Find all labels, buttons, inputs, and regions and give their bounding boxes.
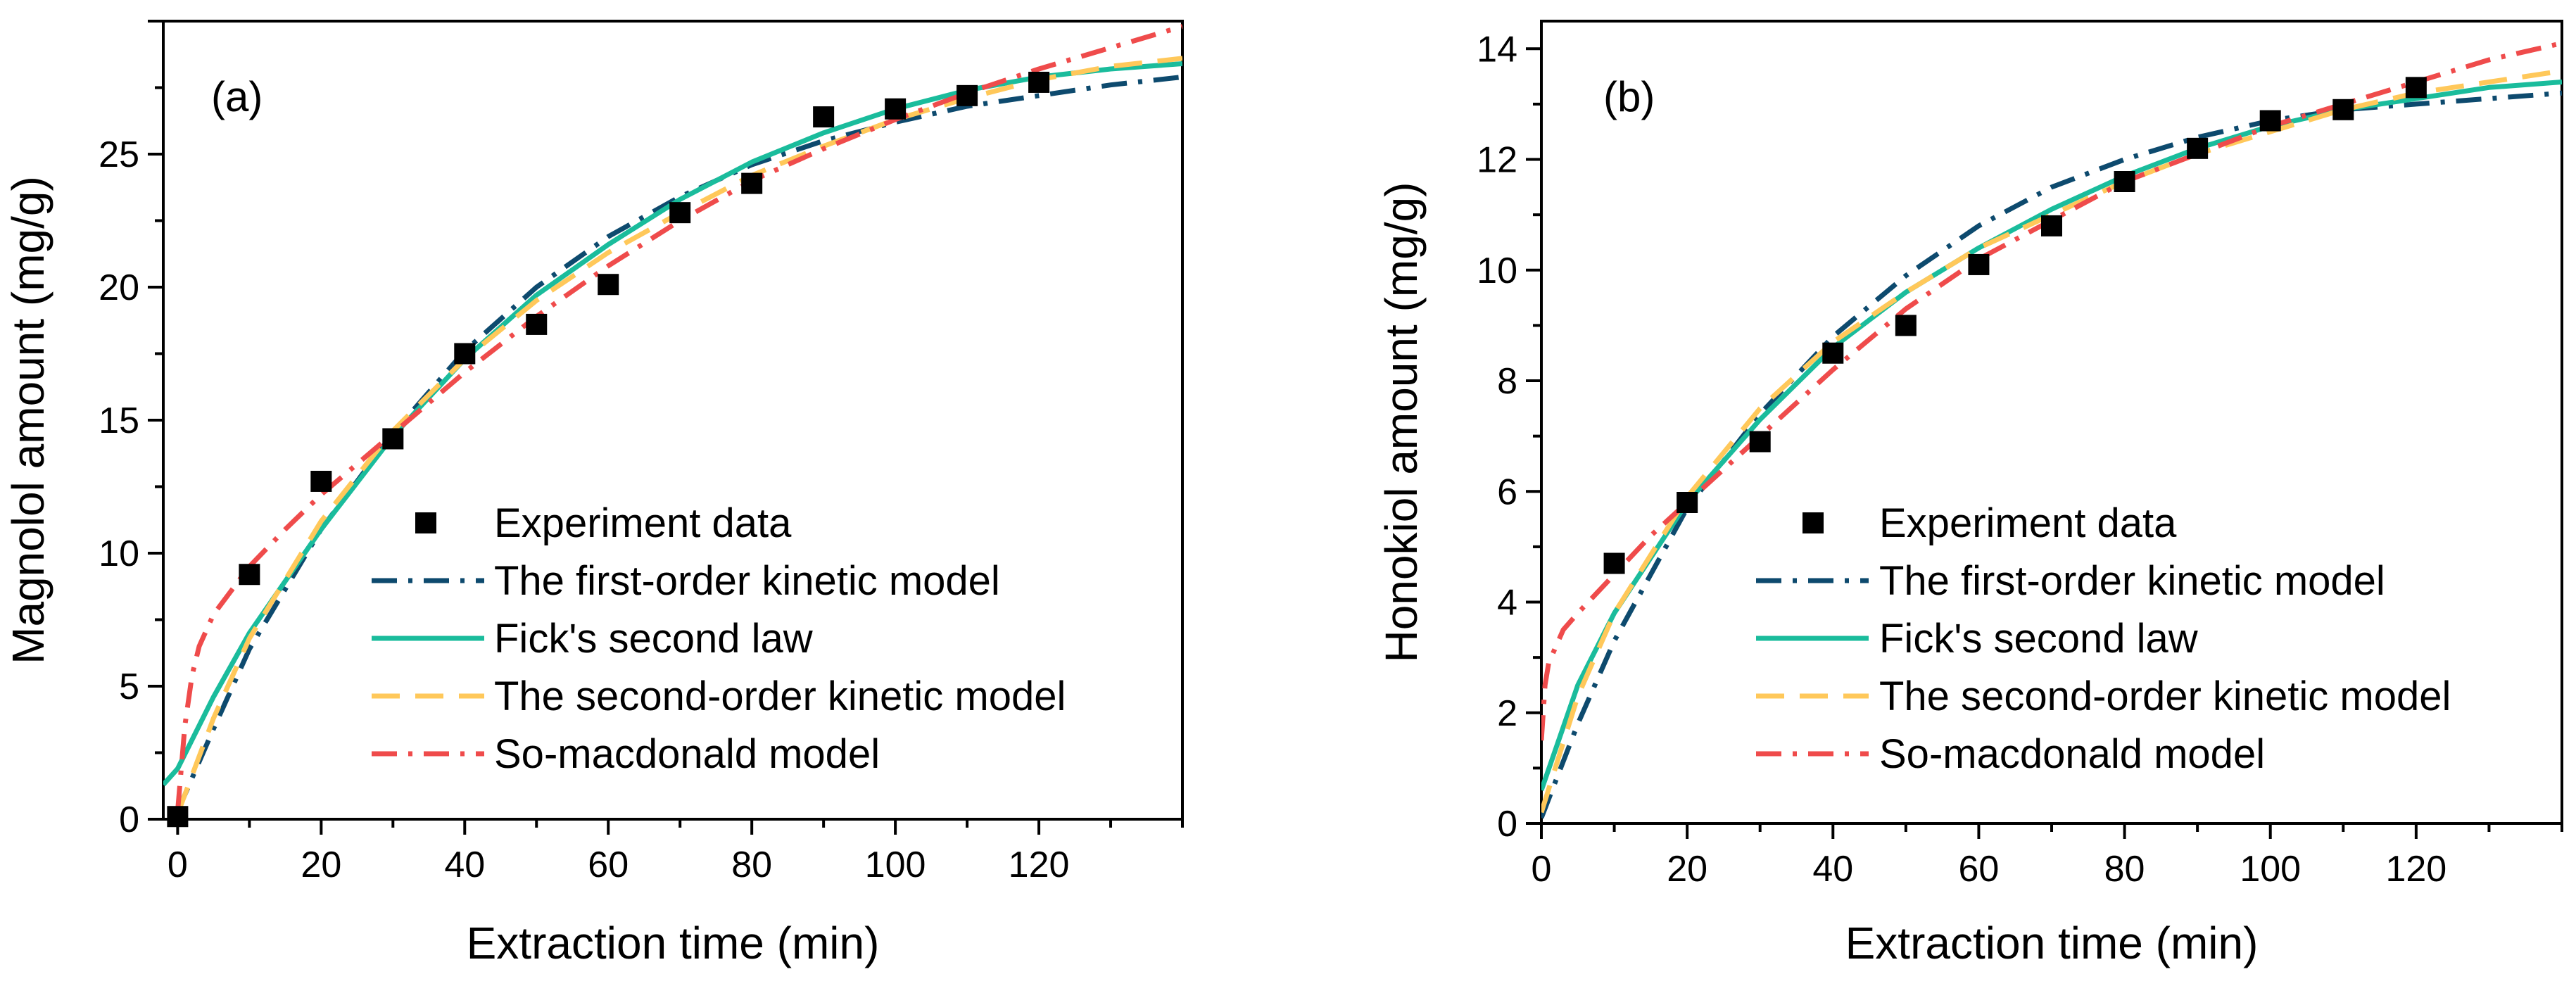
data-point bbox=[741, 172, 763, 194]
y-tick-label: 14 bbox=[1477, 29, 1517, 70]
y-tick-label: 12 bbox=[1477, 140, 1517, 181]
x-axis-title: Extraction time (min) bbox=[1845, 918, 2259, 968]
y-tick-label: 15 bbox=[99, 400, 139, 441]
data-point bbox=[2114, 171, 2135, 192]
data-point bbox=[167, 806, 189, 828]
data-point bbox=[310, 470, 332, 492]
legend-label: So-macdonald model bbox=[1879, 731, 2265, 777]
x-tick-label: 100 bbox=[865, 845, 926, 885]
legend-marker bbox=[1802, 512, 1824, 533]
series-line-1 bbox=[1541, 90, 2562, 819]
legend: Experiment data The first-order kinetic m… bbox=[1756, 500, 2451, 777]
data-point bbox=[885, 98, 907, 120]
x-tick-label: 100 bbox=[2240, 849, 2301, 890]
chart-panel-a: 0 20 40 60 80 100 120 0 5 10 15 20 25 Extraction time… bbox=[3, 20, 1184, 968]
y-tick-label: 10 bbox=[99, 533, 139, 574]
y-tick-label: 0 bbox=[1497, 804, 1517, 845]
data-point bbox=[2332, 99, 2354, 120]
legend-label: Experiment data bbox=[1879, 500, 2177, 546]
y-axis-title: Honokiol amount (mg/g) bbox=[1376, 182, 1427, 663]
y-tick-label: 4 bbox=[1497, 583, 1517, 624]
data-point bbox=[454, 343, 476, 365]
x-tick-label: 120 bbox=[1009, 845, 1070, 885]
data-point bbox=[2259, 110, 2281, 132]
y-tick-label: 8 bbox=[1497, 361, 1517, 402]
data-point bbox=[1968, 253, 1990, 275]
legend-label: The second-order kinetic model bbox=[494, 674, 1066, 719]
data-point bbox=[598, 274, 619, 296]
x-tick-label: 0 bbox=[1532, 849, 1552, 890]
x-tick-label: 80 bbox=[2104, 849, 2145, 890]
data-point bbox=[813, 106, 835, 128]
x-tick-label: 40 bbox=[444, 845, 485, 885]
legend-label: Fick's second law bbox=[1879, 616, 2199, 662]
data-point bbox=[2041, 215, 2062, 236]
series-line-3 bbox=[1541, 68, 2562, 814]
legend-label: The first-order kinetic model bbox=[1879, 558, 2385, 604]
y-axis-title: Magnolol amount (mg/g) bbox=[3, 176, 53, 664]
data-point bbox=[1603, 552, 1625, 574]
x-tick-label: 120 bbox=[2385, 849, 2446, 890]
series-line-1 bbox=[175, 74, 1182, 813]
x-tick-label: 40 bbox=[1812, 849, 1853, 890]
x-tick-label: 20 bbox=[301, 845, 341, 885]
x-tick-label: 60 bbox=[1959, 849, 2000, 890]
data-point bbox=[1028, 71, 1050, 93]
data-point bbox=[2187, 137, 2209, 159]
y-tick-label: 0 bbox=[119, 799, 139, 840]
y-tick-label: 25 bbox=[99, 134, 139, 175]
y-tick-label: 20 bbox=[99, 267, 139, 308]
legend-label: The first-order kinetic model bbox=[494, 558, 1000, 604]
x-tick-label: 20 bbox=[1667, 849, 1707, 890]
legend-marker bbox=[415, 512, 436, 533]
data-point bbox=[1749, 431, 1771, 453]
y-tick-label: 2 bbox=[1497, 693, 1517, 734]
panel-label: (a) bbox=[211, 73, 263, 120]
chart-panel-b: 0 20 40 60 80 100 120 0 2 4 6 8 10 12 14 Extraction tim… bbox=[1376, 20, 2563, 968]
x-tick-label: 60 bbox=[588, 845, 629, 885]
data-point bbox=[1822, 342, 1844, 364]
legend-label: Experiment data bbox=[494, 500, 792, 546]
data-point bbox=[669, 202, 691, 224]
legend-label: The second-order kinetic model bbox=[1879, 674, 2451, 719]
data-point bbox=[1677, 492, 1698, 513]
data-point bbox=[239, 564, 260, 586]
y-tick-label: 10 bbox=[1477, 251, 1517, 291]
panel-label: (b) bbox=[1603, 73, 1655, 120]
data-point bbox=[526, 313, 548, 335]
series-line-4 bbox=[1541, 40, 2562, 741]
legend: Experiment data The first-order kinetic m… bbox=[372, 500, 1066, 777]
x-tick-label: 80 bbox=[731, 845, 772, 885]
x-tick-label: 0 bbox=[168, 845, 188, 885]
data-point bbox=[956, 84, 978, 106]
data-point bbox=[2405, 77, 2427, 99]
x-axis-title: Extraction time (min) bbox=[467, 918, 880, 968]
series-line-3 bbox=[175, 56, 1182, 815]
y-tick-label: 5 bbox=[119, 666, 139, 707]
series-line-4 bbox=[175, 24, 1182, 811]
data-point bbox=[1895, 315, 1917, 336]
legend-label: So-macdonald model bbox=[494, 731, 880, 777]
data-point bbox=[382, 428, 404, 450]
legend-label: Fick's second law bbox=[494, 616, 814, 662]
y-tick-label: 6 bbox=[1497, 472, 1517, 512]
